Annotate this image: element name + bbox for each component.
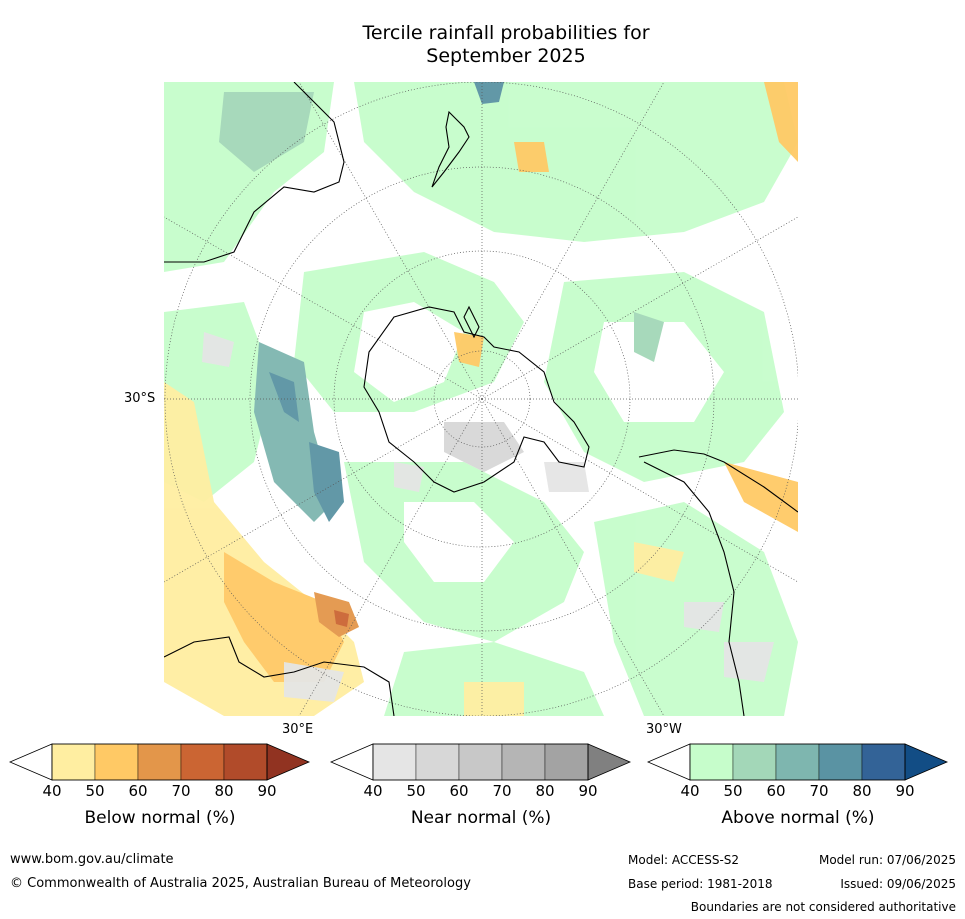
polar-rainfall-map bbox=[164, 82, 798, 716]
colorbar-tick-label: 90 bbox=[895, 782, 915, 800]
colorbar-outline bbox=[372, 743, 589, 781]
footer-model-run: Model run: 07/06/2025 bbox=[818, 853, 956, 867]
antarctic-peninsula-coastline bbox=[463, 305, 480, 339]
colorbar-segment bbox=[689, 743, 734, 781]
colorbar-segment bbox=[94, 743, 139, 781]
new-zealand-coastline bbox=[431, 110, 470, 188]
colorbar-label-near-normal: Near normal (%) bbox=[410, 808, 552, 828]
colorbar-graphic bbox=[8, 743, 311, 781]
colorbar-segment bbox=[458, 743, 503, 781]
colorbar-high-arrow bbox=[587, 743, 632, 781]
colorbar-segment bbox=[223, 743, 268, 781]
south-america-coastline bbox=[638, 449, 798, 513]
below-normal-field bbox=[164, 82, 798, 716]
colorbar-segment bbox=[775, 743, 820, 781]
colorbar-label-below-normal: Below normal (%) bbox=[84, 808, 236, 828]
colorbar-segment bbox=[415, 743, 460, 781]
colorbar-above-normal bbox=[646, 743, 949, 781]
colorbar-high-arrow bbox=[904, 743, 949, 781]
colorbar-tick-label: 40 bbox=[42, 782, 62, 800]
colorbar-segment bbox=[861, 743, 906, 781]
colorbar-low-arrow bbox=[646, 743, 691, 781]
footer-base-period: Base period: 1981-2018 bbox=[628, 877, 773, 891]
footer-model: Model: ACCESS-S2 bbox=[628, 853, 740, 867]
colorbar-tick-label: 90 bbox=[257, 782, 277, 800]
colorbar-tick-label: 60 bbox=[128, 782, 148, 800]
colorbar-segment bbox=[501, 743, 546, 781]
colorbar-tick-label: 50 bbox=[85, 782, 105, 800]
map-canvas bbox=[164, 82, 798, 716]
colorbar-low-arrow bbox=[8, 743, 53, 781]
colorbar-segment bbox=[818, 743, 863, 781]
latitude-label-30s: 30°S bbox=[124, 391, 156, 406]
colorbar-segment bbox=[51, 743, 96, 781]
colorbar-segment bbox=[180, 743, 225, 781]
antarctica-coastline bbox=[363, 306, 590, 493]
colorbar-tick-label: 80 bbox=[535, 782, 555, 800]
colorbar-tick-label: 70 bbox=[171, 782, 191, 800]
colorbar-low-arrow bbox=[329, 743, 374, 781]
map-title-line-1: Tercile rainfall probabilities for bbox=[362, 22, 650, 44]
colorbar-tick-label: 80 bbox=[852, 782, 872, 800]
colorbar-tick-label: 70 bbox=[492, 782, 512, 800]
colorbar-label-above-normal: Above normal (%) bbox=[721, 808, 875, 828]
colorbar-outline bbox=[51, 743, 268, 781]
colorbar-below-normal bbox=[8, 743, 311, 781]
colorbar-graphic bbox=[329, 743, 632, 781]
colorbar-tick-label: 50 bbox=[723, 782, 743, 800]
colorbar-tick-label: 50 bbox=[406, 782, 426, 800]
colorbar-segment bbox=[372, 743, 417, 781]
colorbar-tick-label: 60 bbox=[766, 782, 786, 800]
colorbar-segment bbox=[732, 743, 777, 781]
south-america-coastline-east bbox=[643, 461, 745, 716]
longitude-label-30e: 30°E bbox=[282, 722, 314, 737]
colorbar-tick-label: 90 bbox=[578, 782, 598, 800]
coastlines bbox=[164, 82, 798, 716]
footer-copyright: © Commonwealth of Australia 2025, Austra… bbox=[10, 876, 471, 891]
colorbar-tick-label: 40 bbox=[680, 782, 700, 800]
colorbar-tick-label: 40 bbox=[363, 782, 383, 800]
colorbar-graphic bbox=[646, 743, 949, 781]
map-title-line-2: September 2025 bbox=[426, 45, 586, 67]
colorbar-tick-label: 70 bbox=[809, 782, 829, 800]
footer-website: www.bom.gov.au/climate bbox=[10, 852, 174, 867]
colorbar-segment bbox=[544, 743, 589, 781]
colorbar-near-normal bbox=[329, 743, 632, 781]
graticule bbox=[164, 82, 798, 716]
footer-issued: Issued: 09/06/2025 bbox=[840, 877, 956, 891]
australia-coastline bbox=[164, 82, 345, 263]
longitude-label-30w: 30°W bbox=[646, 722, 682, 737]
footer-disclaimer: Boundaries are not considered authoritat… bbox=[690, 900, 956, 914]
colorbar-tick-label: 60 bbox=[449, 782, 469, 800]
colorbar-segment bbox=[137, 743, 182, 781]
colorbar-outline bbox=[689, 743, 906, 781]
colorbar-tick-label: 80 bbox=[214, 782, 234, 800]
africa-coastline bbox=[164, 636, 395, 716]
colorbar-high-arrow bbox=[266, 743, 311, 781]
